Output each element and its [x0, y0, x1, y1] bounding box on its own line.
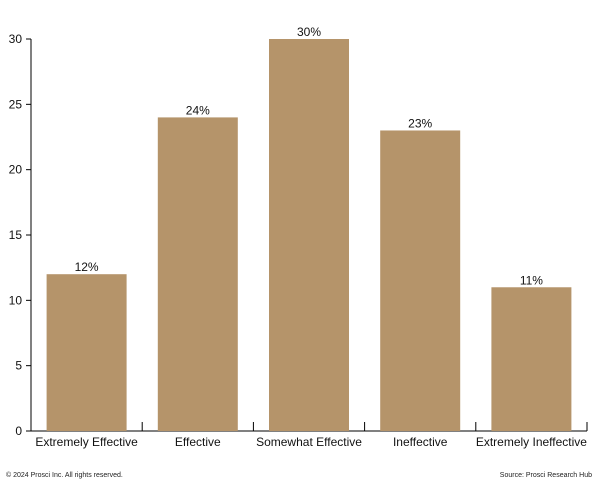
bar-4 [491, 287, 572, 431]
data-label-3: 23% [408, 116, 432, 130]
y-tick-label-25: 25 [9, 97, 23, 111]
source-note: Source: Prosci Research Hub [499, 472, 592, 479]
category-label-4: Extremely Ineffective [476, 435, 587, 449]
bar-1 [157, 117, 238, 432]
bar-2 [269, 39, 349, 431]
y-tick-label-10: 10 [9, 293, 23, 307]
y-tick-label-0: 0 [15, 424, 22, 438]
category-label-2: Somewhat Effective [256, 435, 362, 449]
category-label-3: Ineffective [393, 435, 448, 449]
y-tick-label-5: 5 [15, 359, 22, 373]
bar-3 [380, 130, 461, 431]
y-tick-label-30: 30 [9, 32, 23, 46]
data-label-2: 30% [297, 25, 321, 39]
copyright-note: © 2024 Prosci Inc. All rights reserved. [6, 472, 123, 479]
y-tick-label-20: 20 [9, 163, 23, 177]
y-tick-label-15: 15 [9, 228, 23, 242]
data-label-1: 24% [186, 103, 210, 117]
data-label-0: 12% [75, 260, 99, 274]
data-label-4: 11% [520, 273, 543, 287]
category-label-0: Extremely Effective [35, 435, 138, 449]
bar-0 [46, 274, 127, 431]
category-label-1: Effective [175, 435, 221, 449]
